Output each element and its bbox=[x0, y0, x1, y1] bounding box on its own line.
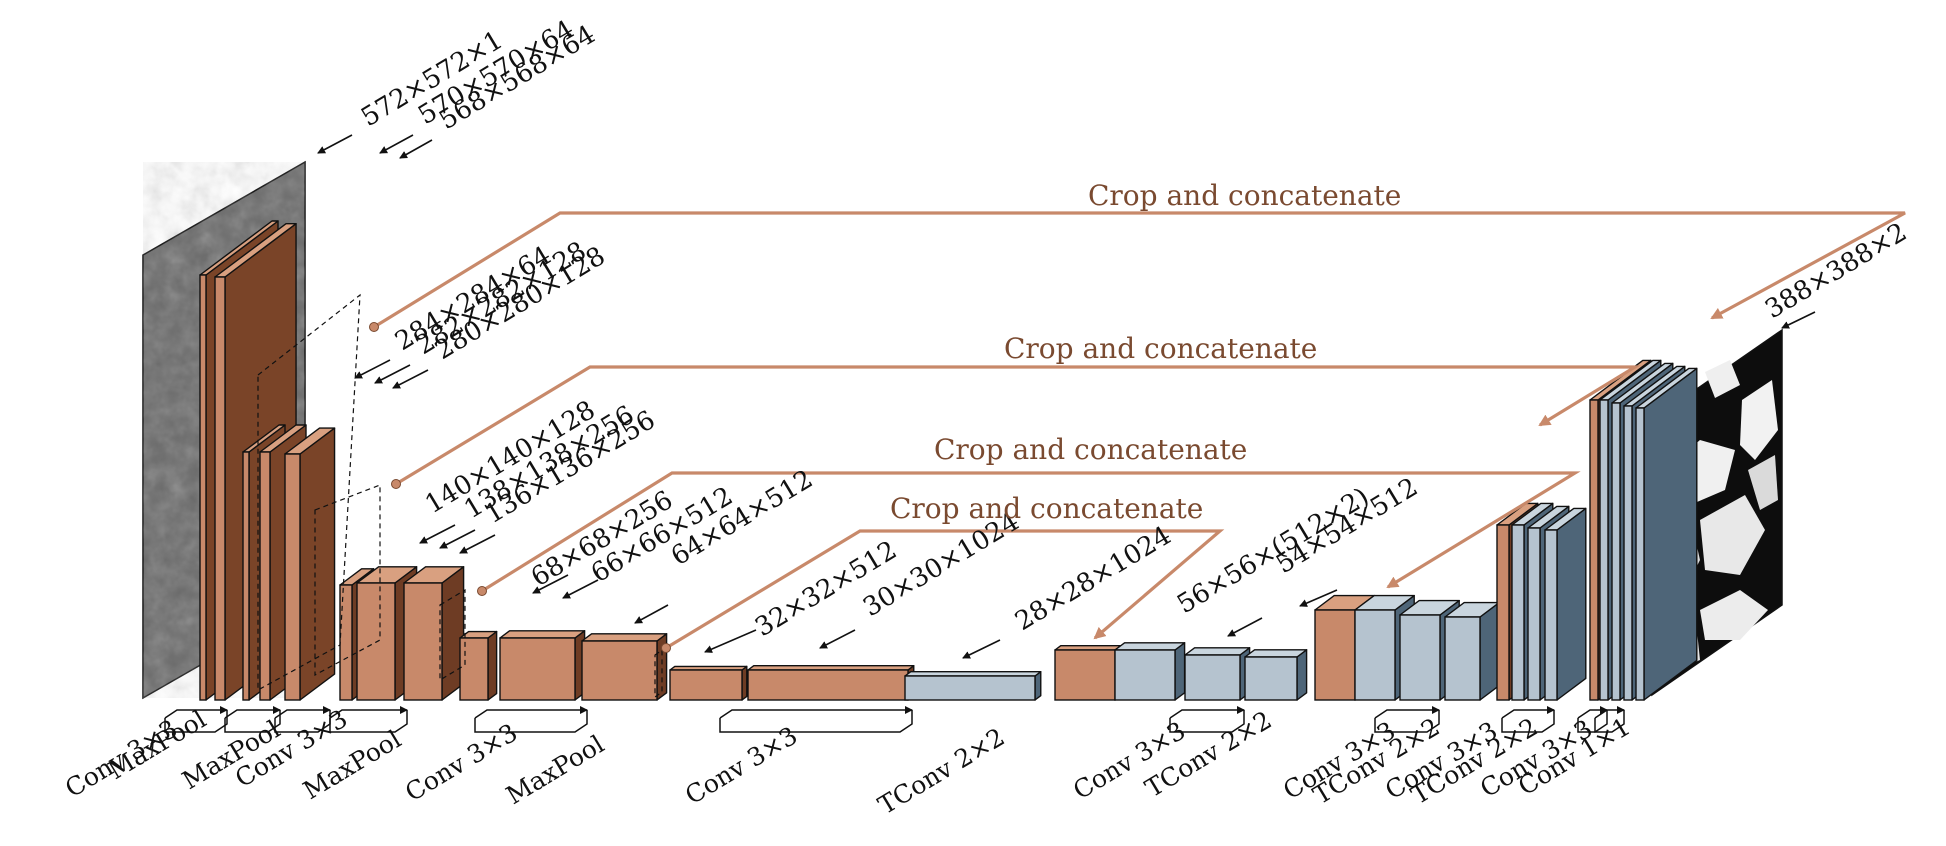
dimension-pointer-13 bbox=[819, 629, 856, 649]
op-bracket-0 bbox=[164, 710, 228, 733]
block-56-up bbox=[1114, 642, 1186, 701]
block-388-out bbox=[1635, 367, 1698, 701]
skip-origin-dot bbox=[477, 586, 487, 596]
block-30 bbox=[747, 664, 915, 701]
crop-label-2: Crop and concatenate bbox=[1004, 332, 1317, 365]
skip-connection-1 bbox=[373, 211, 1906, 329]
block-66 bbox=[499, 630, 586, 701]
dimension-pointer-4 bbox=[374, 364, 411, 384]
op-bracket-7 bbox=[1374, 710, 1440, 733]
op-bracket-5 bbox=[719, 710, 913, 733]
dimension-pointer-10 bbox=[562, 579, 599, 599]
dimension-pointer-7 bbox=[439, 529, 476, 549]
operation-label-8: TConv 2×2 bbox=[873, 722, 1009, 820]
dimension-pointer-16 bbox=[1299, 589, 1338, 607]
op-bracket-top-7 bbox=[1374, 706, 1440, 719]
skip-connection-4 bbox=[665, 529, 1225, 650]
op-bracket-top-4 bbox=[474, 706, 588, 719]
dimension-pointer-5 bbox=[392, 369, 429, 389]
op-bracket-top-9 bbox=[1577, 706, 1608, 719]
dimension-label-17: 388×388×2 bbox=[1760, 217, 1912, 325]
block-56-skip bbox=[1054, 644, 1122, 701]
dimension-pointer-1 bbox=[379, 134, 414, 154]
block-280 bbox=[284, 427, 336, 701]
dimension-label-14: 28×28×1024 bbox=[1010, 521, 1176, 637]
skip-connection-2 bbox=[395, 365, 1641, 486]
block-100 bbox=[1444, 601, 1500, 701]
dimension-arrows bbox=[317, 134, 1816, 659]
dimension-pointer-15 bbox=[1227, 617, 1263, 637]
dimension-pointer-14 bbox=[962, 639, 1001, 659]
crop-region-0 bbox=[257, 293, 361, 692]
skip-origin-dot bbox=[369, 322, 379, 332]
op-bracket-4 bbox=[474, 710, 588, 733]
dimension-pointer-8 bbox=[459, 534, 496, 554]
operation-brackets bbox=[164, 706, 1625, 733]
crop-region-2 bbox=[439, 588, 466, 682]
op-bracket-top-1 bbox=[224, 706, 281, 719]
dimension-pointer-9 bbox=[532, 574, 569, 594]
operation-label-7: Conv 3×3 bbox=[680, 721, 802, 810]
block-32 bbox=[669, 665, 748, 701]
skip-connection-3 bbox=[481, 471, 1581, 593]
block-196 bbox=[1544, 507, 1587, 701]
skip-origin-dot bbox=[391, 479, 401, 489]
op-bracket-8 bbox=[1501, 710, 1555, 733]
crop-region-3 bbox=[654, 648, 663, 699]
block-68 bbox=[459, 630, 498, 701]
op-bracket-top-5 bbox=[719, 706, 913, 719]
op-bracket-3 bbox=[329, 710, 408, 733]
dimension-pointer-3 bbox=[354, 359, 391, 379]
skip-origin-dot bbox=[661, 643, 671, 653]
op-bracket-top-8 bbox=[1501, 706, 1555, 719]
operation-label-5: Conv 3×3 bbox=[400, 718, 522, 807]
crop-label-1: Crop and concatenate bbox=[1088, 179, 1401, 212]
block-136 bbox=[403, 566, 465, 701]
block-64 bbox=[581, 633, 668, 701]
crop-label-4: Crop and concatenate bbox=[890, 492, 1203, 525]
dimension-pointer-0 bbox=[317, 134, 353, 154]
block-28 bbox=[904, 670, 1042, 701]
op-bracket-top-10 bbox=[1594, 706, 1625, 719]
op-bracket-top-3 bbox=[329, 706, 408, 719]
crop-label-3: Crop and concatenate bbox=[934, 433, 1247, 466]
op-bracket-top-2 bbox=[274, 706, 331, 719]
crop-region-1 bbox=[314, 484, 381, 677]
block-54-a bbox=[1184, 647, 1251, 701]
op-bracket-6 bbox=[1169, 710, 1245, 733]
feature-map-blocks bbox=[199, 220, 1698, 701]
op-bracket-top-6 bbox=[1169, 706, 1245, 719]
op-bracket-1 bbox=[224, 710, 281, 733]
dimension-pointer-11 bbox=[634, 604, 669, 624]
dimension-pointer-2 bbox=[399, 139, 433, 159]
dimension-pointer-17 bbox=[1781, 311, 1816, 329]
block-54-b bbox=[1244, 649, 1308, 701]
op-bracket-top-0 bbox=[164, 706, 228, 719]
dimension-pointer-12 bbox=[704, 629, 757, 653]
dimension-pointer-6 bbox=[419, 524, 456, 544]
op-bracket-10 bbox=[1594, 710, 1625, 733]
skip-connections bbox=[369, 211, 1906, 653]
